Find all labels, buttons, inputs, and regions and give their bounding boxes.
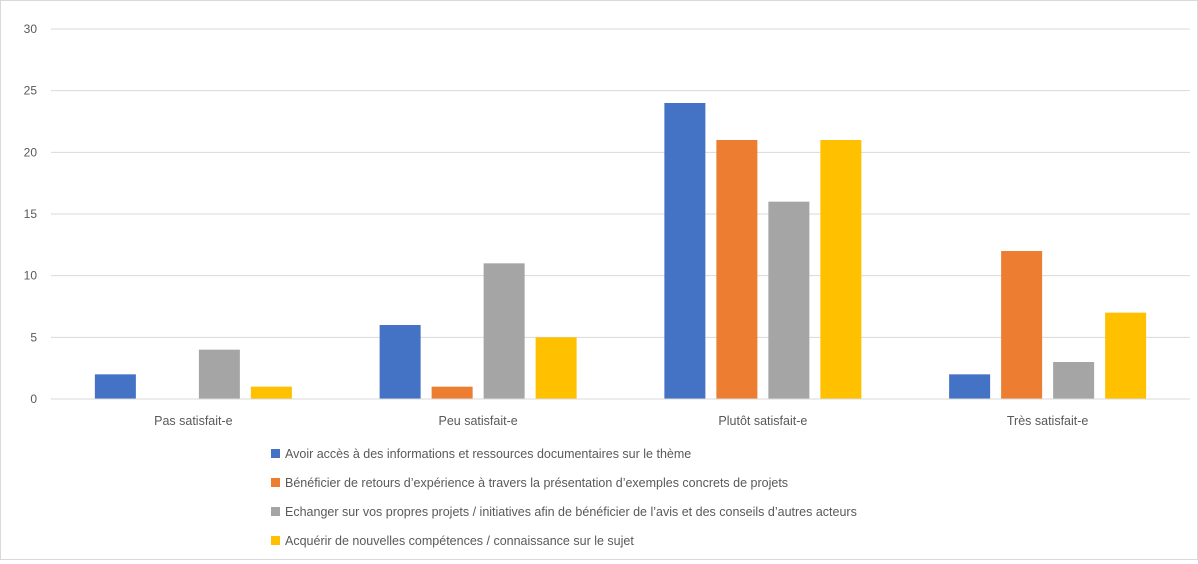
legend: Avoir accès à des informations et ressou… xyxy=(271,447,857,548)
x-category-label: Peu satisfait-e xyxy=(439,414,518,428)
y-axis-ticks: 0 5 10 15 20 25 30 xyxy=(24,22,38,406)
bar-4-3 xyxy=(820,140,862,399)
y-tick-label: 15 xyxy=(24,207,38,221)
legend-swatch xyxy=(271,449,280,458)
legend-item: Echanger sur vos propres projets / initi… xyxy=(271,505,857,519)
legend-item: Avoir accès à des informations et ressou… xyxy=(271,447,691,461)
bar-1-4 xyxy=(949,374,991,399)
x-category-label: Plutôt satisfait-e xyxy=(718,414,807,428)
legend-item: Acquérir de nouvelles compétences / conn… xyxy=(271,534,634,548)
legend-label: Echanger sur vos propres projets / initi… xyxy=(285,505,857,519)
bars xyxy=(94,103,1147,399)
y-tick-label: 10 xyxy=(24,269,38,283)
bar-1-2 xyxy=(379,325,421,399)
bar-3-1 xyxy=(198,349,240,399)
x-category-label: Pas satisfait-e xyxy=(154,414,233,428)
x-category-label: Très satisfait-e xyxy=(1007,414,1089,428)
bar-1-3 xyxy=(664,103,706,399)
bar-3-3 xyxy=(768,201,810,399)
legend-item: Bénéficier de retours d’expérience à tra… xyxy=(271,476,788,490)
legend-label: Avoir accès à des informations et ressou… xyxy=(285,447,691,461)
y-tick-label: 25 xyxy=(24,84,38,98)
bar-2-4 xyxy=(1001,251,1043,399)
y-tick-label: 5 xyxy=(30,330,37,344)
bar-4-4 xyxy=(1105,312,1147,399)
bar-3-4 xyxy=(1053,362,1095,399)
bar-2-3 xyxy=(716,140,758,399)
y-tick-label: 0 xyxy=(30,392,37,406)
legend-swatch xyxy=(271,536,280,545)
bar-4-1 xyxy=(250,386,292,399)
gridlines xyxy=(51,28,1190,338)
y-tick-label: 20 xyxy=(24,145,38,159)
legend-swatch xyxy=(271,478,280,487)
bar-3-2 xyxy=(483,263,525,399)
bar-4-2 xyxy=(535,337,577,399)
legend-label: Acquérir de nouvelles compétences / conn… xyxy=(285,534,634,548)
legend-swatch xyxy=(271,507,280,516)
bar-1-1 xyxy=(94,374,136,399)
bar-2-2 xyxy=(431,386,473,399)
legend-label: Bénéficier de retours d’expérience à tra… xyxy=(285,476,788,490)
y-tick-label: 30 xyxy=(24,22,38,36)
x-axis-categories: Pas satisfait-e Peu satisfait-e Plutôt sat… xyxy=(154,414,1088,428)
